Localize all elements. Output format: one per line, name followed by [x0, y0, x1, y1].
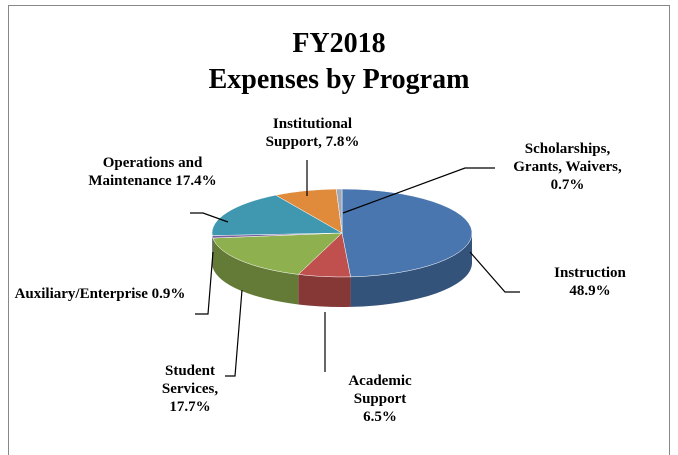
category-label: Institutional Support, — [265, 116, 353, 150]
pie-slice-side — [212, 238, 299, 305]
category-label: Student Services, — [161, 363, 219, 397]
value-label: 0.9% — [151, 286, 186, 302]
category-label: Instruction — [554, 265, 626, 281]
pie-slice-side — [350, 233, 472, 307]
slice-label: Student Services, 17.7% — [145, 362, 235, 416]
chart-title: FY2018 — [292, 28, 386, 59]
pie-slice — [335, 188, 343, 234]
pie-slice — [341, 188, 473, 278]
leader-line — [190, 212, 229, 223]
value-label: 17.7% — [169, 399, 211, 415]
slice-label: Scholarships, Grants, Waivers, 0.7% — [500, 140, 635, 194]
value-label: 48.9% — [569, 283, 611, 299]
slice-label: Instruction 48.9% — [540, 264, 640, 300]
slice-label: Auxiliary/Enterprise 0.9% — [10, 285, 190, 303]
category-label: Auxiliary/Enterprise — [14, 286, 148, 302]
leader-line — [342, 167, 495, 214]
pie — [211, 188, 473, 307]
value-label: 7.8% — [325, 134, 360, 150]
chart-subtitle: Expenses by Program — [208, 64, 470, 95]
leader-line — [225, 289, 243, 377]
leader-line — [469, 251, 520, 293]
leader-line — [195, 251, 214, 315]
category-label: Academic Support — [348, 373, 412, 407]
value-label: 6.5% — [363, 409, 397, 425]
slice-label: Operations and Maintenance 17.4% — [85, 154, 220, 190]
value-label: 17.4% — [175, 173, 217, 189]
slice-label: Academic Support 6.5% — [335, 372, 425, 426]
pie-slice-side — [298, 274, 351, 307]
category-label: Operations and Maintenance — [88, 155, 203, 189]
pie-slice — [211, 194, 343, 236]
category-label: Scholarships, Grants, Waivers, — [513, 141, 622, 175]
value-label: 0.7% — [550, 177, 585, 193]
pie-slice — [212, 232, 343, 275]
slice-label: Institutional Support, 7.8% — [255, 115, 370, 151]
